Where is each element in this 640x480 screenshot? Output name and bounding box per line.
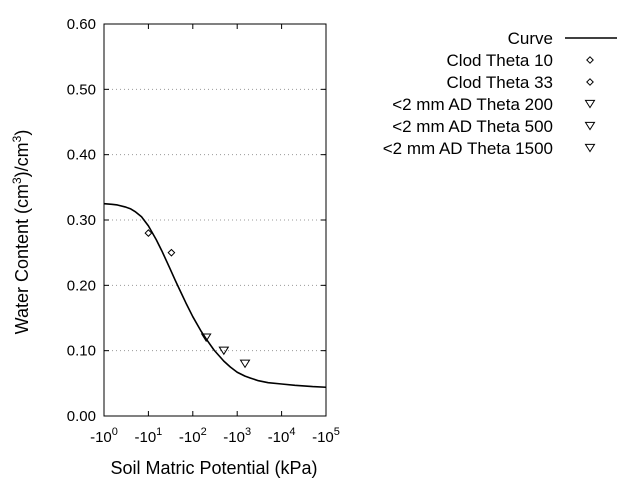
legend: Curve Clod Theta 10 Clod Theta 33 <2 mm AD … xyxy=(383,29,617,158)
y-axis-title-sup-2: 3 xyxy=(10,135,24,142)
legend-label: <2 mm AD Theta 500 xyxy=(392,117,553,136)
y-axis-title: Water Content (cm3)/cm3) xyxy=(10,130,32,335)
legend-label: <2 mm AD Theta 200 xyxy=(392,95,553,114)
y-axis-title-end: ) xyxy=(12,130,32,136)
x-axis-title: Soil Matric Potential (kPa) xyxy=(110,458,317,478)
x-tick-label: -105 xyxy=(312,426,340,446)
x-tick-exponent: 0 xyxy=(112,426,118,438)
y-tick-label: 0.10 xyxy=(67,343,96,360)
y-tick-label: 0.50 xyxy=(67,81,96,98)
legend-label: Clod Theta 10 xyxy=(447,51,553,70)
legend-label: <2 mm AD Theta 1500 xyxy=(383,139,553,158)
y-tick-label: 0.30 xyxy=(67,212,96,229)
data-point-marker xyxy=(200,333,212,343)
data-point-marker xyxy=(167,248,176,257)
x-tick-base: -10 xyxy=(312,429,334,446)
x-tick-base: -10 xyxy=(134,429,156,446)
x-tick-exponent: 2 xyxy=(201,426,207,438)
y-tick-label: 0.60 xyxy=(67,16,96,33)
x-tick-base: -10 xyxy=(179,429,201,446)
legend-label: Curve xyxy=(508,29,553,48)
y-axis-title-mid: )/cm xyxy=(12,142,32,177)
y-axis-title-sup-1: 3 xyxy=(10,177,24,184)
legend-marker-swatch xyxy=(586,56,594,64)
legend-marker-swatch xyxy=(584,99,596,109)
grid-lines xyxy=(104,88,326,352)
legend-label: Clod Theta 33 xyxy=(447,73,553,92)
legend-marker-swatch xyxy=(584,143,596,153)
x-tick-exponent: 4 xyxy=(289,426,295,438)
x-tick-exponent: 3 xyxy=(245,426,251,438)
x-tick-label: -103 xyxy=(223,426,251,446)
x-tick-exponent: 1 xyxy=(156,426,162,438)
data-point-marker xyxy=(239,359,251,369)
x-tick-exponent: 5 xyxy=(334,426,340,438)
curve-line xyxy=(103,202,327,389)
plot-series xyxy=(103,202,327,389)
axis-ticks: 0.000.100.200.300.400.500.60-100 -101 -102… xyxy=(67,16,340,446)
legend-marker-swatch xyxy=(586,78,594,86)
x-tick-label: -101 xyxy=(134,426,162,446)
y-tick-label: 0.40 xyxy=(67,147,96,164)
x-tick-base: -10 xyxy=(223,429,245,446)
y-tick-label: 0.20 xyxy=(67,277,96,294)
x-tick-label: -102 xyxy=(179,426,207,446)
x-tick-label: -104 xyxy=(268,426,296,446)
x-tick-base: -10 xyxy=(268,429,290,446)
x-tick-label: -100 xyxy=(90,426,118,446)
y-axis-title-main: Water Content (cm xyxy=(12,184,32,334)
legend-marker-swatch xyxy=(584,121,596,131)
data-point-marker xyxy=(218,346,230,356)
y-tick-label: 0.00 xyxy=(67,408,96,425)
data-point-marker xyxy=(144,229,153,237)
x-tick-base: -10 xyxy=(90,429,112,446)
